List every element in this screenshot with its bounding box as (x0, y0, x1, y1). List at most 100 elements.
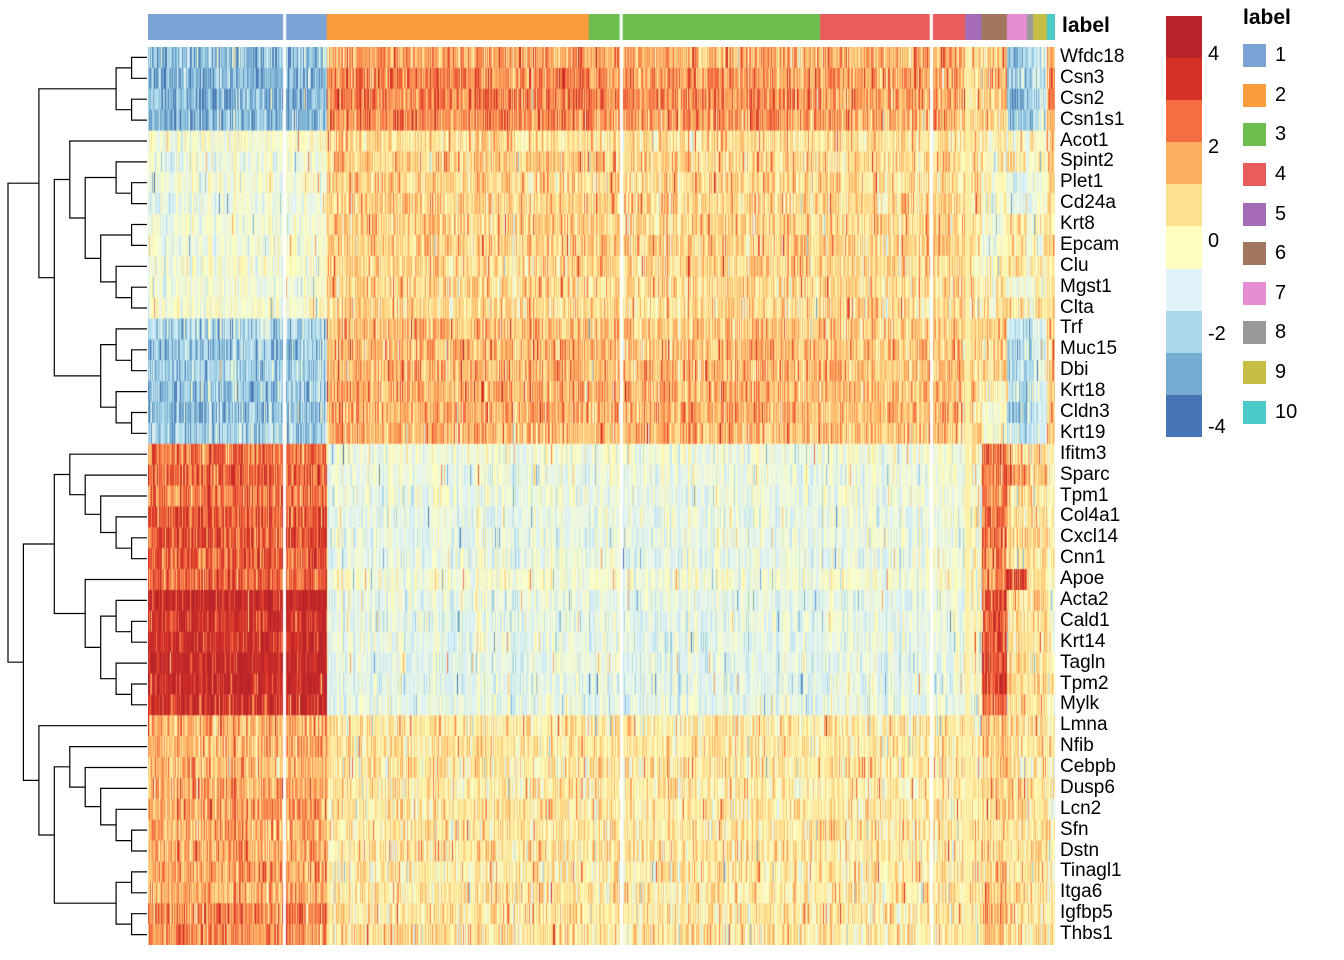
legend-entry: 4 (1243, 155, 1338, 195)
gene-label: Wfdc18 (1060, 46, 1125, 67)
legend-entry: 2 (1243, 76, 1338, 116)
legend-swatch (1243, 83, 1266, 107)
gene-label: Epcam (1060, 233, 1120, 255)
legend-entry: 9 (1243, 353, 1338, 393)
gene-label: Nfib (1060, 735, 1094, 757)
legend-swatch (1243, 321, 1266, 345)
legend-entry-label: 1 (1275, 44, 1287, 67)
gene-label: Ifitm3 (1060, 442, 1107, 464)
gene-label: Lcn2 (1060, 797, 1102, 819)
gene-label: Krt18 (1060, 380, 1106, 402)
annotation-title: label (1062, 14, 1110, 37)
gene-label: Csn3 (1060, 66, 1105, 88)
gene-label: Tinagl1 (1060, 860, 1122, 882)
gene-label: Cald1 (1060, 609, 1110, 631)
gene-label: Krt14 (1060, 630, 1106, 652)
gene-label: Itga6 (1060, 881, 1103, 903)
colorbar-block (1166, 142, 1202, 185)
gene-label: Krt19 (1060, 421, 1106, 443)
colorbar-tick-label: 2 (1208, 136, 1220, 159)
colorbar-block (1166, 226, 1202, 269)
gene-label: Plet1 (1060, 171, 1104, 193)
gene-label: Col4a1 (1060, 505, 1121, 527)
colorbar-tick-label: 0 (1208, 229, 1220, 252)
legend-swatch (1243, 44, 1266, 68)
gene-label: Mgst1 (1060, 275, 1112, 297)
gene-label: Cnn1 (1060, 547, 1106, 569)
cluster-legend-entries: 1 2 3 4 5 6 7 8 9 10 (1243, 36, 1338, 432)
colorbar-legend (1166, 16, 1202, 437)
gene-label: Cldn3 (1060, 401, 1110, 423)
heatmap-canvas (148, 47, 1055, 945)
cluster-legend-title: label (1243, 6, 1291, 29)
gene-label: Tagln (1060, 651, 1106, 673)
legend-entry-label: 5 (1275, 202, 1287, 225)
gene-label: Clta (1060, 296, 1094, 318)
gene-label: Cebpb (1060, 756, 1116, 778)
colorbar-ticks: 4 2 0 -2 -4 (1208, 0, 1253, 470)
legend-entry-label: 10 (1275, 400, 1298, 423)
legend-entry: 10 (1243, 392, 1338, 432)
gene-label: Acot1 (1060, 129, 1109, 151)
colorbar-block (1166, 58, 1202, 101)
colorbar-tick-label: -4 (1208, 416, 1226, 439)
colorbar-block (1166, 100, 1202, 143)
legend-entry: 7 (1243, 274, 1338, 314)
gene-label: Cd24a (1060, 192, 1116, 214)
legend-entry: 1 (1243, 36, 1338, 76)
dendrogram-path (7, 56, 147, 936)
cluster-legend: label 1 2 3 4 5 6 7 8 9 10 (1243, 6, 1338, 432)
gene-label: Csn2 (1060, 87, 1105, 109)
legend-entry-label: 8 (1275, 321, 1287, 344)
legend-entry-label: 6 (1275, 242, 1287, 265)
gene-label: Lmna (1060, 714, 1108, 736)
gene-label: Dbi (1060, 359, 1089, 381)
gene-label: Clu (1060, 254, 1089, 276)
gene-label: Tpm2 (1060, 672, 1109, 694)
legend-swatch (1243, 281, 1266, 305)
legend-swatch (1243, 202, 1266, 226)
legend-swatch (1243, 361, 1266, 385)
colorbar-block (1166, 16, 1202, 59)
legend-entry: 3 (1243, 115, 1338, 155)
legend-entry-label: 9 (1275, 361, 1287, 384)
legend-swatch (1243, 123, 1266, 147)
legend-entry-label: 3 (1275, 123, 1287, 146)
gene-label: Dusp6 (1060, 776, 1115, 798)
gene-labels: Wfdc18 Csn3 Csn2 Csn1s1 Acot1 Spint2 Plet1 Cd24… (1060, 46, 1170, 945)
colorbar-block (1166, 184, 1202, 227)
row-dendrogram (7, 56, 147, 936)
gene-label: Krt8 (1060, 213, 1095, 235)
legend-swatch (1243, 400, 1266, 424)
legend-swatch (1243, 242, 1266, 266)
column-annotation-bar (148, 14, 1055, 40)
gene-label: Csn1s1 (1060, 108, 1125, 130)
legend-entry: 5 (1243, 194, 1338, 234)
gene-label: Muc15 (1060, 338, 1118, 360)
gene-label: Acta2 (1060, 588, 1109, 610)
legend-entry-label: 7 (1275, 281, 1287, 304)
colorbar-block (1166, 310, 1202, 353)
colorbar-block (1166, 394, 1202, 437)
legend-entry-label: 4 (1275, 163, 1287, 186)
gene-label: Sfn (1060, 818, 1089, 840)
gene-label: Tpm1 (1060, 484, 1109, 506)
gene-label: Thbs1 (1060, 923, 1113, 945)
gene-label: Cxcl14 (1060, 526, 1119, 548)
colorbar-tick-label: 4 (1208, 43, 1220, 66)
gene-label: Dstn (1060, 839, 1100, 861)
gene-label: Spint2 (1060, 150, 1114, 172)
legend-swatch (1243, 163, 1266, 187)
colorbar-block (1166, 268, 1202, 311)
gene-label: Apoe (1060, 568, 1105, 590)
gene-label: Trf (1060, 317, 1083, 339)
legend-entry-label: 2 (1275, 83, 1287, 106)
colorbar-block (1166, 352, 1202, 395)
gene-label: Mylk (1060, 693, 1100, 715)
legend-entry: 6 (1243, 234, 1338, 274)
gene-label: Sparc (1060, 463, 1110, 485)
gene-label: Igfbp5 (1060, 902, 1113, 924)
colorbar-tick-label: -2 (1208, 322, 1226, 345)
legend-entry: 8 (1243, 313, 1338, 353)
